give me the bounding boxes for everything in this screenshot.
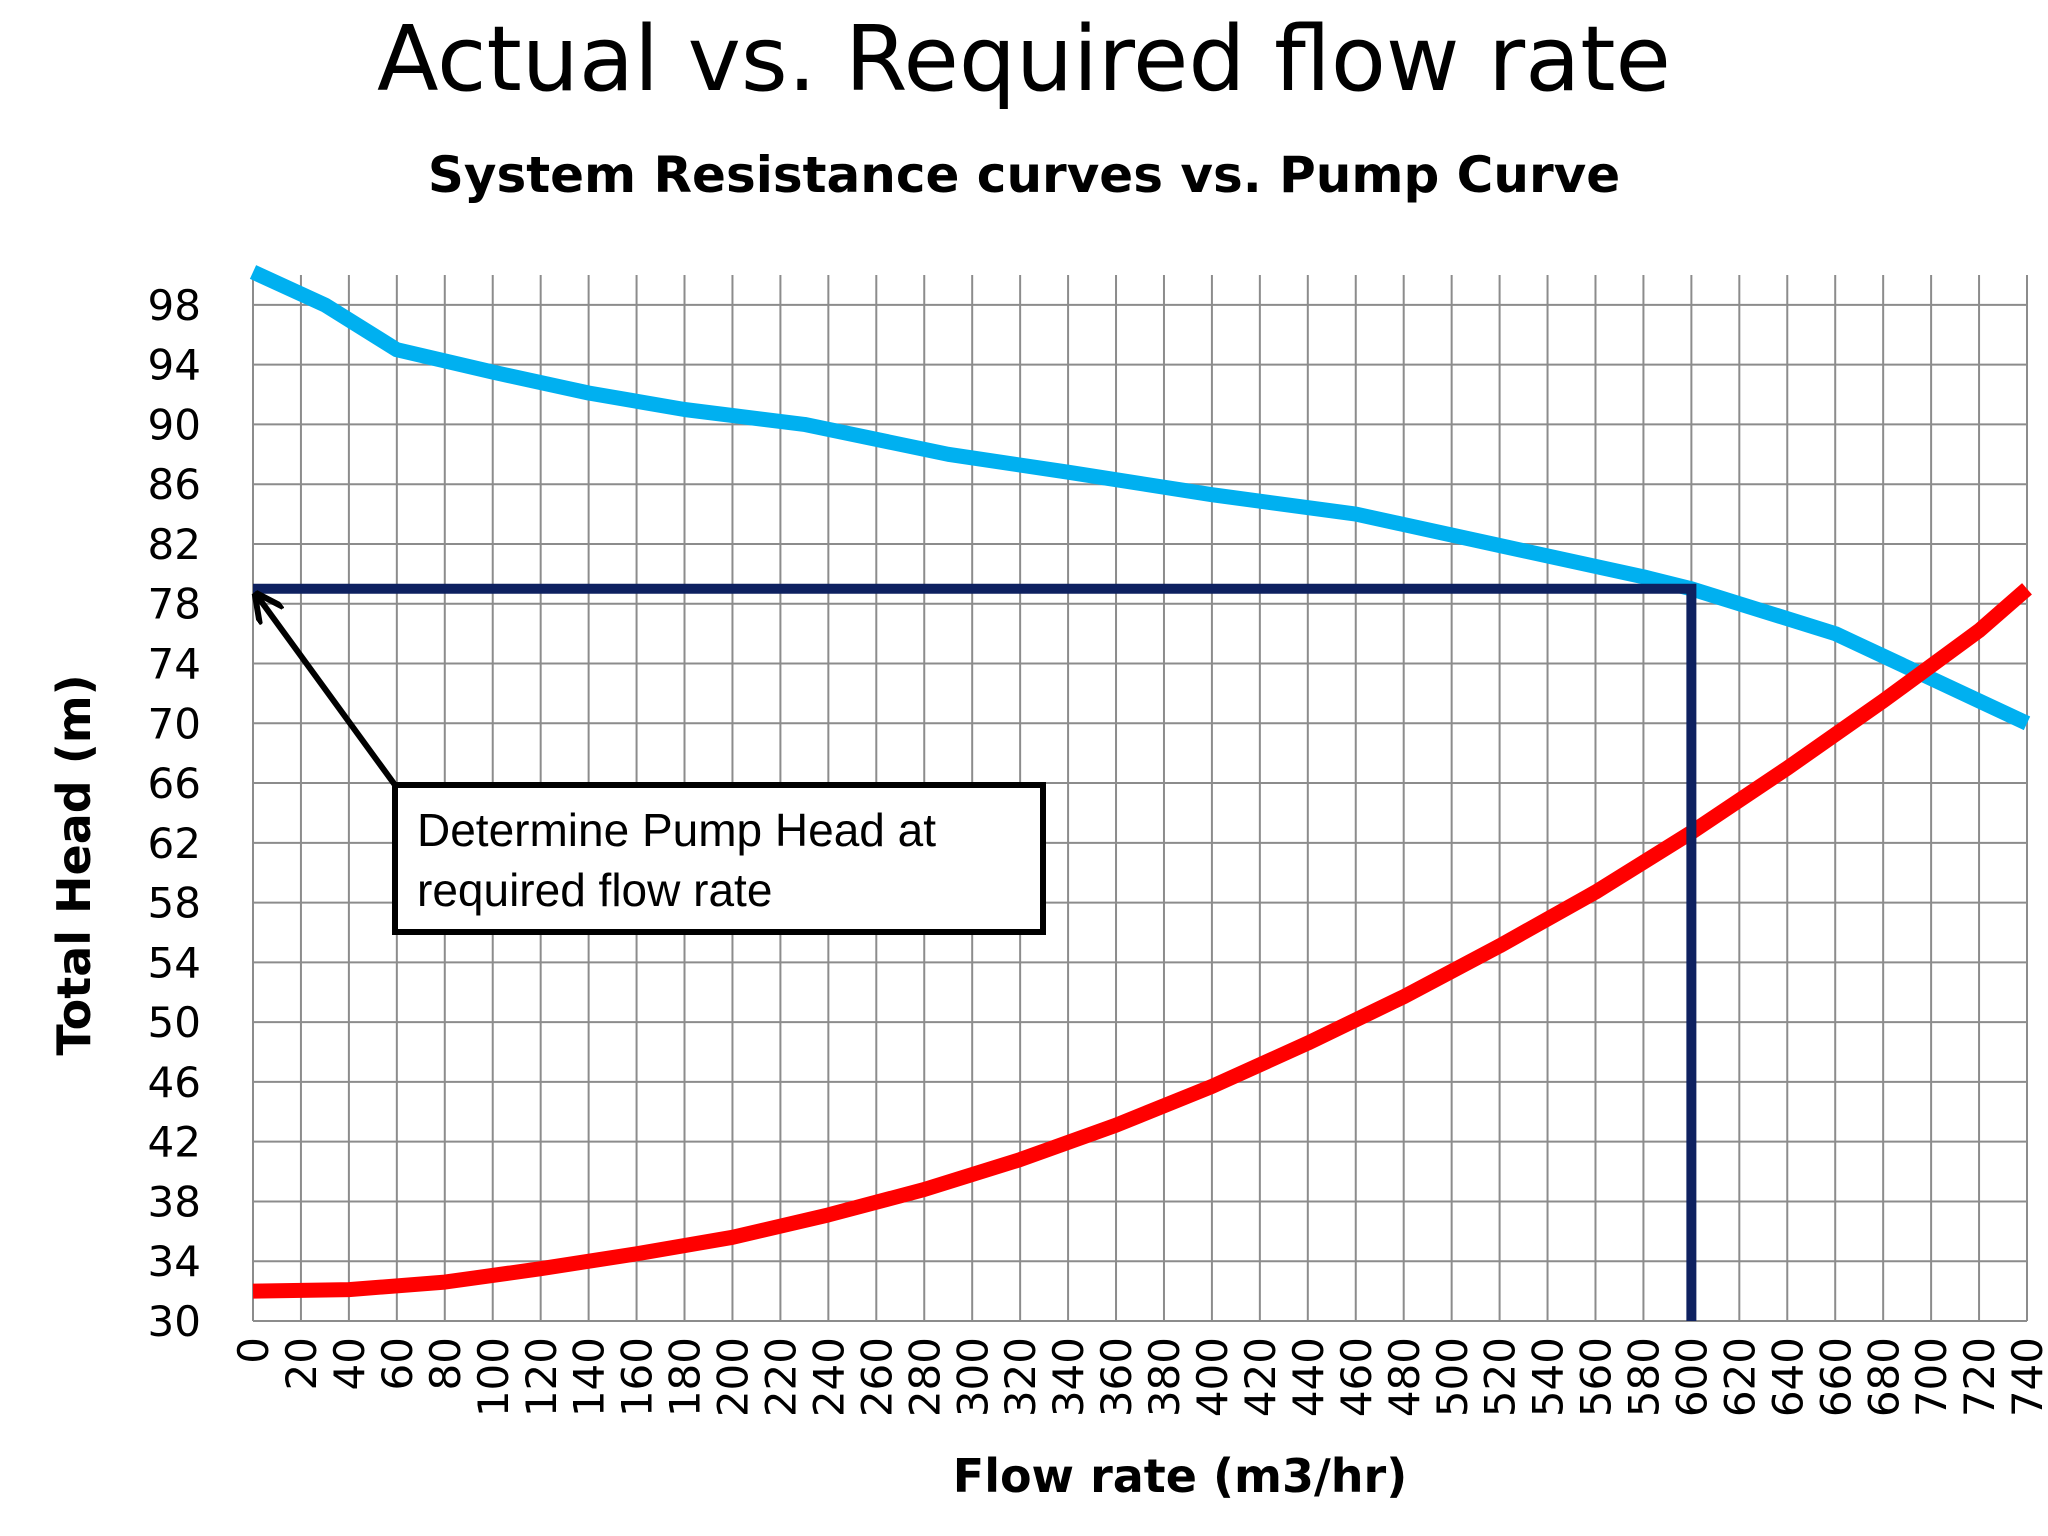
series — [249, 265, 2032, 1299]
x-axis-ticks: 0204060801001201401601802002202402602803… — [229, 1337, 2048, 1417]
x-tick-label: 200 — [709, 1337, 758, 1417]
x-tick-label: 320 — [996, 1337, 1045, 1417]
callout: Determine Pump Head at required flow rat… — [258, 597, 1046, 935]
x-tick-label: 560 — [1572, 1337, 1621, 1417]
callout-box — [392, 782, 1046, 935]
y-tick-label: 54 — [148, 938, 201, 987]
x-tick-label: 440 — [1284, 1337, 1333, 1417]
y-tick-label: 86 — [148, 460, 201, 509]
callout-line-1: Determine Pump Head at — [417, 804, 936, 856]
x-tick-label: 660 — [1811, 1337, 1860, 1417]
x-tick-label: 500 — [1428, 1337, 1477, 1417]
x-tick-label: 60 — [373, 1337, 422, 1390]
x-tick-label: 100 — [469, 1337, 518, 1417]
y-tick-label: 94 — [148, 341, 201, 390]
y-tick-label: 46 — [148, 1058, 201, 1107]
y-tick-label: 90 — [148, 400, 201, 449]
x-tick-label: 420 — [1236, 1337, 1285, 1417]
y-tick-label: 30 — [148, 1297, 201, 1346]
callout-arrow — [258, 597, 398, 787]
callout-line-2: required flow rate — [417, 864, 772, 916]
x-tick-label: 300 — [948, 1337, 997, 1417]
guide-line — [253, 583, 1697, 1321]
x-tick-label: 160 — [613, 1337, 662, 1417]
x-tick-label: 240 — [804, 1337, 853, 1417]
x-tick-label: 80 — [421, 1337, 470, 1390]
x-tick-label: 140 — [565, 1337, 614, 1417]
y-axis-label: Total Head (m) — [47, 674, 101, 1055]
x-tick-label: 520 — [1476, 1337, 1525, 1417]
x-tick-label: 20 — [277, 1337, 326, 1390]
y-tick-label: 70 — [148, 699, 201, 748]
series-line — [249, 265, 2031, 731]
x-tick-label: 720 — [1955, 1337, 2004, 1417]
y-tick-label: 82 — [148, 520, 201, 569]
chart-subtitle: System Resistance curves vs. Pump Curve — [428, 146, 1620, 204]
y-tick-label: 58 — [148, 879, 201, 928]
x-tick-label: 380 — [1140, 1337, 1189, 1417]
x-tick-label: 700 — [1907, 1337, 1956, 1417]
x-tick-label: 120 — [517, 1337, 566, 1417]
y-tick-label: 98 — [148, 281, 201, 330]
x-tick-label: 740 — [2003, 1337, 2048, 1417]
x-tick-label: 580 — [1620, 1337, 1669, 1417]
series-line — [252, 583, 2032, 1299]
x-tick-label: 220 — [757, 1337, 806, 1417]
x-tick-label: 0 — [229, 1337, 278, 1364]
x-tick-label: 400 — [1188, 1337, 1237, 1417]
y-axis-ticks: 30 34 38 42 46 50 54 58 62 66 70 74 78 82 86 90 94 98 — [148, 281, 201, 1346]
x-tick-label: 280 — [900, 1337, 949, 1417]
y-tick-label: 74 — [148, 640, 201, 689]
y-tick-label: 62 — [148, 819, 201, 868]
x-tick-label: 620 — [1715, 1337, 1764, 1417]
x-tick-label: 360 — [1092, 1337, 1141, 1417]
y-tick-label: 34 — [148, 1237, 201, 1286]
x-tick-label: 460 — [1332, 1337, 1381, 1417]
chart-title: Actual vs. Required flow rate — [377, 7, 1671, 112]
x-tick-label: 600 — [1667, 1337, 1716, 1417]
x-tick-label: 340 — [1044, 1337, 1093, 1417]
guide-lines — [253, 583, 1697, 1321]
x-tick-label: 640 — [1763, 1337, 1812, 1417]
y-tick-label: 50 — [148, 998, 201, 1047]
x-tick-label: 180 — [661, 1337, 710, 1417]
y-tick-label: 66 — [148, 759, 201, 808]
y-tick-label: 78 — [148, 580, 201, 629]
y-tick-label: 38 — [148, 1177, 201, 1226]
x-tick-label: 260 — [852, 1337, 901, 1417]
x-tick-label: 480 — [1380, 1337, 1429, 1417]
x-tick-label: 40 — [325, 1337, 374, 1390]
x-tick-label: 540 — [1524, 1337, 1573, 1417]
y-tick-label: 42 — [148, 1118, 201, 1167]
x-axis-label: Flow rate (m3/hr) — [953, 1449, 1407, 1503]
x-tick-label: 680 — [1859, 1337, 1908, 1417]
